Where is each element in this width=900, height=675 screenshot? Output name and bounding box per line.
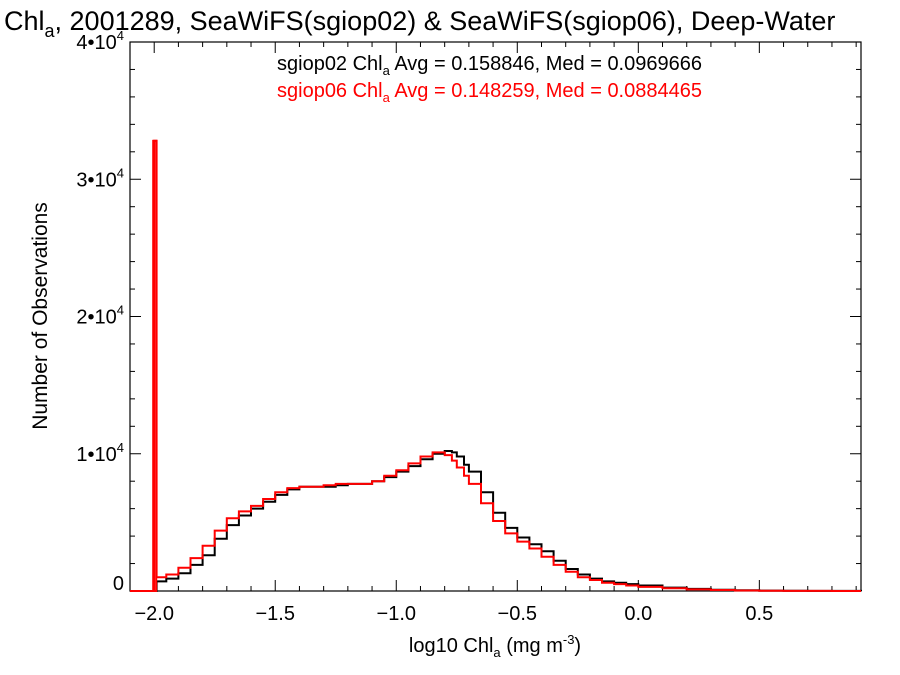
annotation-sgiop06: sgiop06 Chla Avg = 0.148259, Med = 0.088… [277, 80, 702, 105]
x-tick-label: −1.5 [255, 603, 294, 625]
axis-ticks: −2.0 −1.5 −1.0 −0.5 0.0 0.5 0 1•104 2•104 3•104 4•… [76, 28, 861, 625]
y-axis-label: Number of Observations [29, 202, 52, 430]
x-tick-label: −1.0 [377, 603, 416, 625]
series-layer [130, 139, 862, 592]
x-axis-label: log10 Chla (mg m-3) [409, 632, 581, 660]
annotation-sgiop02: sgiop02 Chla Avg = 0.158846, Med = 0.096… [277, 53, 702, 78]
y-tick-label: 1•104 [76, 440, 124, 466]
chart-title: Chla, 2001289, SeaWiFS(sgiop02) & SeaWiF… [4, 6, 835, 41]
x-tick-label: 0.5 [745, 603, 773, 625]
x-tick-label: 0.0 [624, 603, 652, 625]
x-tick-label: −2.0 [134, 603, 173, 625]
y-tick-label: 2•104 [76, 303, 124, 329]
y-tick-label: 4•104 [76, 28, 124, 54]
sgiop06-spike-bar [152, 139, 158, 592]
y-tick-label: 0 [113, 573, 124, 595]
x-tick-label: −0.5 [498, 603, 537, 625]
series-sgiop06 [130, 139, 861, 592]
chart-title-subscript: a [45, 21, 56, 41]
y-tick-label: 3•104 [76, 165, 124, 191]
plot-frame [129, 41, 862, 592]
